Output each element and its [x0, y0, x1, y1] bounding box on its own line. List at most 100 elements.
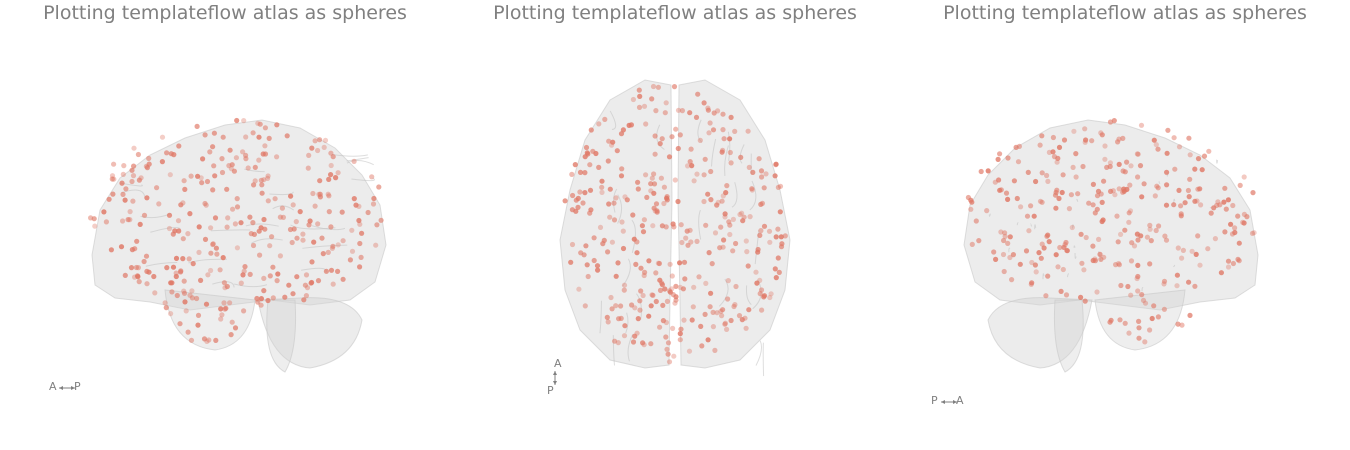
sphere-marker: [1153, 142, 1159, 148]
sphere-marker: [1136, 318, 1142, 324]
sphere-marker: [1134, 231, 1140, 237]
sphere-marker: [1208, 210, 1214, 216]
sphere-marker: [317, 191, 323, 197]
sphere-marker: [130, 173, 137, 179]
panel-title: Plotting templateflow atlas as spheres: [43, 2, 407, 24]
sphere-marker: [651, 205, 657, 211]
sphere-marker: [761, 185, 767, 191]
sphere-marker: [673, 283, 679, 289]
sphere-marker: [743, 238, 749, 244]
sphere-marker: [572, 162, 578, 168]
sphere-marker: [1192, 166, 1198, 172]
sphere-marker: [270, 264, 276, 270]
sphere-marker: [694, 238, 700, 244]
sphere-marker: [199, 180, 205, 186]
sphere-marker: [1153, 227, 1159, 234]
sphere-marker: [656, 260, 662, 267]
sphere-marker: [1171, 135, 1177, 141]
sphere-marker: [652, 133, 658, 139]
sphere-marker: [1066, 206, 1072, 212]
sphere-marker: [569, 171, 575, 177]
sphere-marker: [570, 192, 576, 199]
sphere-marker: [173, 273, 179, 280]
sphere-marker: [317, 137, 323, 143]
orientation-label-first: A: [49, 380, 57, 393]
sphere-marker: [733, 283, 739, 290]
sphere-marker: [1107, 163, 1113, 170]
sphere-marker: [1179, 322, 1185, 328]
sphere-marker: [1029, 280, 1035, 286]
sphere-marker: [127, 209, 133, 215]
sphere-marker: [985, 168, 991, 174]
sphere-marker: [775, 184, 781, 190]
sphere-marker: [137, 221, 143, 227]
sphere-marker: [1164, 182, 1170, 188]
sphere-marker: [633, 261, 639, 267]
sphere-marker: [267, 273, 273, 279]
sphere-marker: [969, 241, 975, 247]
sphere-marker: [92, 223, 98, 229]
sphere-marker: [1063, 292, 1070, 298]
sphere-marker: [1128, 163, 1134, 169]
sphere-marker: [773, 275, 779, 281]
sphere-marker: [635, 316, 641, 322]
sphere-marker: [315, 221, 321, 227]
sphere-marker: [641, 103, 648, 109]
sphere-marker: [648, 341, 654, 347]
sphere-marker: [660, 318, 666, 324]
sphere-marker: [685, 163, 691, 169]
sphere-marker: [134, 238, 140, 244]
orientation-indicator: A P: [49, 380, 89, 394]
sphere-marker: [168, 311, 174, 317]
orientation-arrow-icon: [59, 386, 75, 390]
sphere-marker: [1058, 288, 1064, 294]
sphere-marker: [1193, 251, 1199, 257]
sphere-marker: [1135, 151, 1141, 157]
sphere-marker: [176, 228, 182, 234]
sphere-marker: [766, 228, 773, 234]
sphere-marker: [1142, 339, 1148, 345]
sphere-marker: [596, 121, 602, 127]
sphere-marker: [288, 193, 294, 199]
sphere-marker: [279, 205, 285, 211]
sphere-marker: [373, 242, 379, 248]
sphere-marker: [968, 197, 974, 203]
sphere-marker: [274, 122, 280, 128]
sphere-marker: [204, 338, 210, 344]
sphere-marker: [1098, 256, 1104, 262]
sphere-marker: [1225, 258, 1232, 264]
sphere-marker: [583, 144, 590, 151]
sphere-marker: [604, 314, 610, 320]
sphere-marker: [267, 243, 273, 249]
sphere-marker: [1064, 247, 1070, 253]
sphere-marker: [259, 190, 265, 196]
sphere-marker: [728, 114, 734, 120]
sphere-marker: [1192, 198, 1198, 204]
sphere-marker: [144, 165, 150, 171]
sphere-marker: [753, 269, 759, 275]
sphere-marker: [630, 339, 637, 345]
sphere-marker: [768, 291, 774, 297]
sphere-marker: [1033, 269, 1039, 275]
sphere-marker: [247, 271, 253, 277]
sphere-marker: [1128, 292, 1134, 298]
sphere-marker: [1223, 206, 1229, 212]
sphere-marker: [1149, 315, 1155, 322]
orientation-label-second: A: [956, 394, 964, 407]
sphere-marker: [614, 148, 620, 154]
sphere-marker: [1141, 181, 1147, 187]
sphere-marker: [678, 326, 684, 332]
sphere-marker: [208, 225, 214, 231]
sphere-marker: [223, 305, 229, 311]
sphere-marker: [134, 273, 141, 279]
sphere-marker: [710, 309, 716, 315]
sphere-marker: [349, 248, 356, 254]
sphere-marker: [1117, 317, 1123, 323]
sphere-marker: [1086, 200, 1092, 206]
sphere-marker: [250, 130, 256, 136]
sphere-marker: [1187, 312, 1193, 318]
sphere-marker: [583, 243, 589, 249]
sphere-marker: [1199, 167, 1205, 173]
sphere-marker: [133, 264, 139, 271]
sphere-marker: [356, 217, 362, 224]
